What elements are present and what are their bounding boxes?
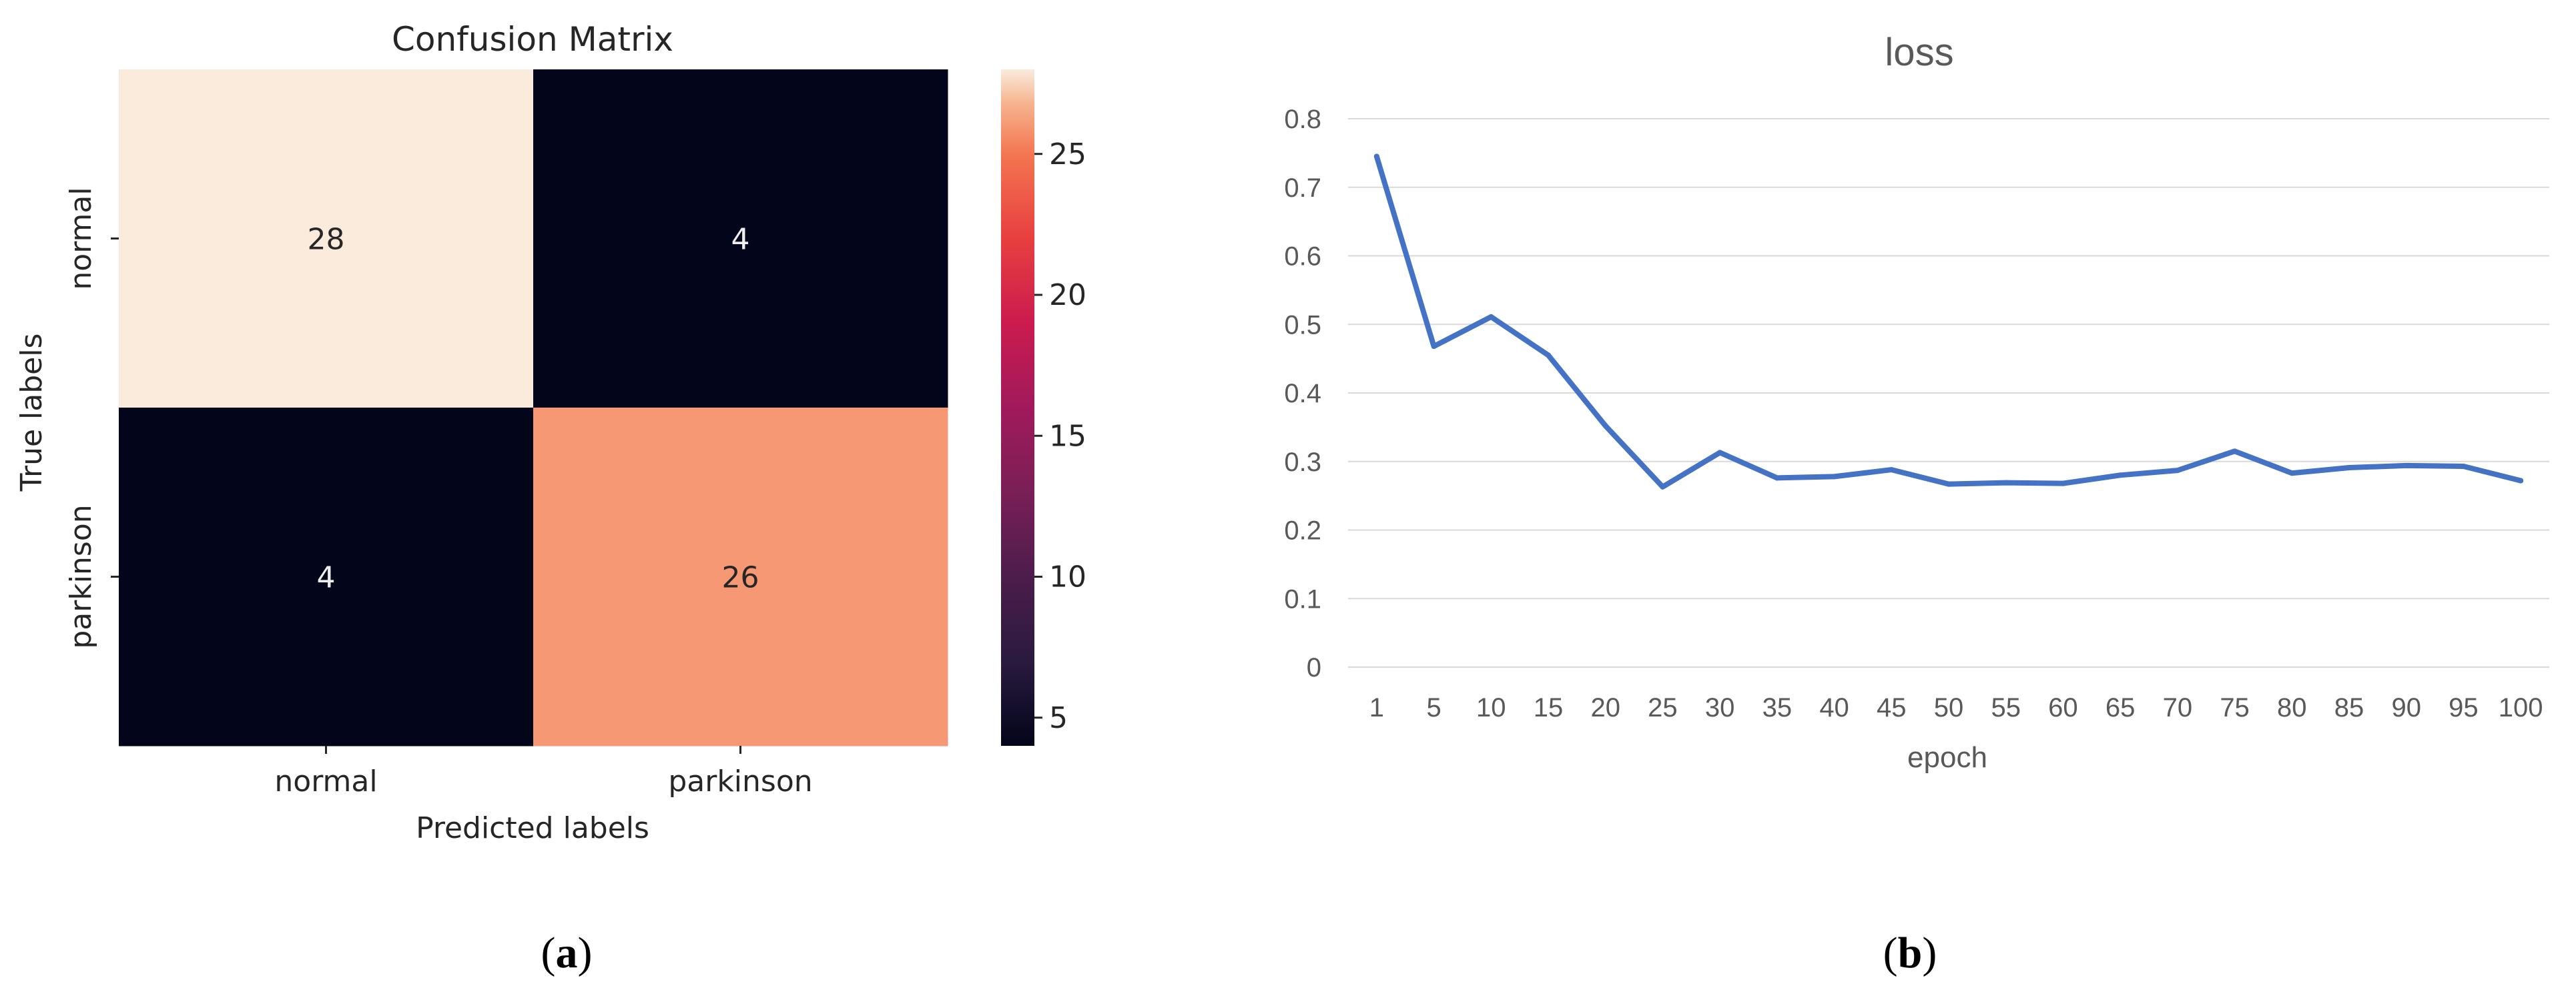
loss-data-point xyxy=(2174,468,2180,474)
line-chart-x-tick-label: 50 xyxy=(1934,693,1964,722)
line-chart-x-tick-label: 1 xyxy=(1369,693,1384,722)
panel-label-b-close: ) xyxy=(1922,929,1937,977)
line-chart-x-tick-label: 70 xyxy=(2163,693,2193,722)
line-chart-y-tick-label: 0.7 xyxy=(1284,173,1321,203)
heatmap-title: Confusion Matrix xyxy=(392,20,673,59)
panel-label-a-close: ) xyxy=(578,929,593,977)
line-chart-y-tick-label: 0.8 xyxy=(1284,105,1321,134)
line-chart-x-tick-label: 40 xyxy=(1819,693,1849,722)
heatmap-x-axis-label: Predicted labels xyxy=(416,811,649,845)
line-chart-x-tick-label: 10 xyxy=(1476,693,1506,722)
line-chart-y-tick-label: 0.4 xyxy=(1284,379,1321,408)
line-chart-x-tick-label: 55 xyxy=(1991,693,2021,722)
line-chart-x-axis-label: epoch xyxy=(1907,741,1987,774)
colorbar-tick-label: 25 xyxy=(1049,137,1086,171)
panel-label-a-letter: a xyxy=(556,929,578,977)
panel-label-a-open: ( xyxy=(541,929,556,977)
loss-series-line xyxy=(1373,153,2524,490)
line-chart-y-tick-label: 0.6 xyxy=(1284,242,1321,272)
loss-data-point xyxy=(2003,480,2009,486)
line-chart-x-tick-label: 35 xyxy=(1762,693,1793,722)
line-chart-title: loss xyxy=(1885,31,1953,74)
line-chart-x-tick-label: 100 xyxy=(2499,693,2543,722)
line-chart-x-tick-label: 65 xyxy=(2106,693,2136,722)
panel-label-b-letter: b xyxy=(1898,929,1923,977)
panel-label-b: (b) xyxy=(1883,929,1937,977)
loss-data-point xyxy=(2403,462,2409,468)
heatmap-cell-annotation: 4 xyxy=(317,561,336,595)
loss-data-point xyxy=(1373,153,1379,159)
loss-data-point xyxy=(2060,480,2066,486)
line-chart-x-tick-label: 30 xyxy=(1705,693,1735,722)
heatmap-x-tick-label: normal xyxy=(274,765,377,799)
loss-data-point xyxy=(1717,450,1723,456)
heatmap-y-tick-label: normal xyxy=(64,187,98,290)
heatmap-cell-annotation: 26 xyxy=(722,561,759,595)
loss-data-point xyxy=(1546,352,1551,358)
loss-data-point xyxy=(1602,423,1608,429)
line-chart-y-tick-label: 0.5 xyxy=(1284,310,1321,340)
loss-data-point xyxy=(1889,467,1895,473)
heatmap-x-tick-label: parkinson xyxy=(668,765,812,799)
colorbar xyxy=(1001,69,1034,746)
loss-data-point xyxy=(1831,474,1837,480)
loss-data-point xyxy=(1660,484,1666,490)
heatmap-cell xyxy=(119,408,534,746)
confusion-matrix-heatmap: Confusion Matrix 28 4 4 26 normal parkinson n… xyxy=(15,20,1086,977)
heatmap-cell xyxy=(119,69,534,408)
line-chart-x-tick-label: 85 xyxy=(2334,693,2364,722)
heatmap-cell-annotation: 4 xyxy=(731,223,750,257)
loss-data-point xyxy=(2461,463,2467,469)
loss-data-point xyxy=(2346,464,2352,470)
heatmap-y-tick-label: parkinson xyxy=(64,504,98,648)
loss-data-point xyxy=(1431,344,1437,350)
colorbar-tick-label: 20 xyxy=(1049,278,1086,312)
heatmap-cell-annotation: 28 xyxy=(308,223,345,257)
line-chart-x-tick-label: 25 xyxy=(1648,693,1678,722)
heatmap-cell xyxy=(533,69,948,408)
panel-label-a: (a) xyxy=(541,929,593,977)
loss-data-point xyxy=(1488,314,1494,320)
line-chart-x-tick-label: 20 xyxy=(1590,693,1620,722)
line-chart-y-tick-label: 0 xyxy=(1307,653,1321,682)
heatmap-cell xyxy=(533,408,948,746)
panel-label-b-open: ( xyxy=(1883,929,1898,977)
loss-data-point xyxy=(2289,470,2295,476)
colorbar-tick-label: 5 xyxy=(1049,701,1068,735)
loss-data-point xyxy=(2518,478,2524,484)
line-chart-x-tick-label: 5 xyxy=(1426,693,1441,722)
heatmap-y-axis-label: True labels xyxy=(15,334,49,492)
line-chart-x-tick-label: 45 xyxy=(1877,693,1907,722)
line-chart-y-tick-label: 0.1 xyxy=(1284,584,1321,614)
line-chart-x-tick-label: 15 xyxy=(1534,693,1564,722)
colorbar-tick-label: 15 xyxy=(1049,419,1086,453)
line-chart-x-tick-label: 75 xyxy=(2220,693,2250,722)
colorbar-tick-label: 10 xyxy=(1049,560,1086,594)
line-chart-x-tick-label: 60 xyxy=(2048,693,2078,722)
loss-data-point xyxy=(2118,472,2124,478)
loss-line-chart: loss 00.10.20.30.40.50.60.70.8 1 5 10 15 20 2… xyxy=(1284,31,2549,977)
line-chart-y-tick-label: 0.3 xyxy=(1284,448,1321,477)
line-chart-y-tick-label: 0.2 xyxy=(1284,516,1321,546)
line-chart-x-tick-label: 90 xyxy=(2391,693,2421,722)
line-chart-x-tick-label: 95 xyxy=(2449,693,2479,722)
loss-data-point xyxy=(1946,481,1951,487)
loss-data-point xyxy=(1774,475,1780,481)
line-chart-x-tick-label: 80 xyxy=(2277,693,2307,722)
loss-data-point xyxy=(2232,448,2238,454)
